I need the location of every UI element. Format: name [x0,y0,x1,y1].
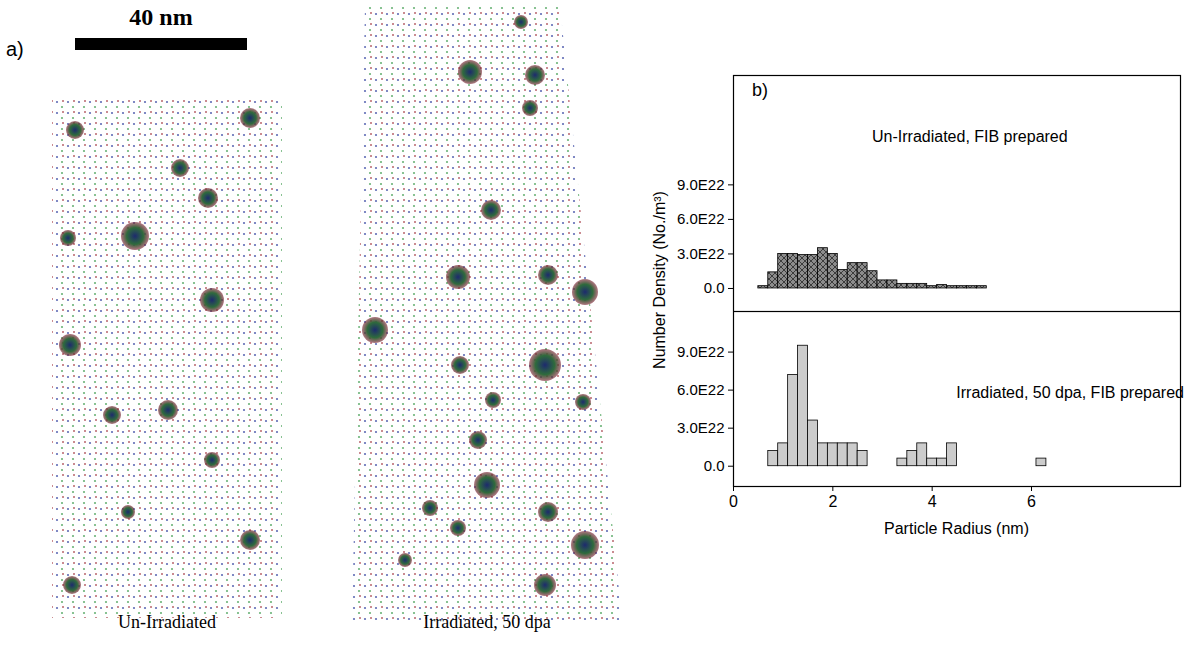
html-text:Un-Irradiated, FIB prepared: Un-Irradiated, FIB prepared [872,128,1068,145]
html-text:b): b) [752,80,768,100]
svg-text:6: 6 [1027,493,1036,510]
html-text:40 nm: 40 nm [129,4,193,30]
svg-text:0.0: 0.0 [704,457,725,474]
svg-text:9.0E22: 9.0E22 [677,343,725,360]
svg-text:4: 4 [928,493,937,510]
svg-text:9.0E22: 9.0E22 [677,176,725,193]
html-text:Particle Radius (nm): Particle Radius (nm) [884,520,1029,537]
svg-text:3.0E22: 3.0E22 [677,419,725,436]
html-text:Irradiated, 50 dpa: Irradiated, 50 dpa [423,612,551,632]
svg-text:6.0E22: 6.0E22 [677,210,725,227]
svg-text:0: 0 [729,493,738,510]
html-text:a): a) [6,38,24,60]
svg-text:3.0E22: 3.0E22 [677,245,725,262]
html-text:Un-Irradiated: Un-Irradiated [118,612,216,632]
svg-text:6.0E22: 6.0E22 [677,381,725,398]
svg-text:2: 2 [828,493,837,510]
html-text:Irradiated, 50 dpa, FIB prepar: Irradiated, 50 dpa, FIB prepared [956,384,1184,401]
html-text:Number Density (No./m³): Number Density (No./m³) [651,191,668,369]
svg-text:0.0: 0.0 [704,279,725,296]
